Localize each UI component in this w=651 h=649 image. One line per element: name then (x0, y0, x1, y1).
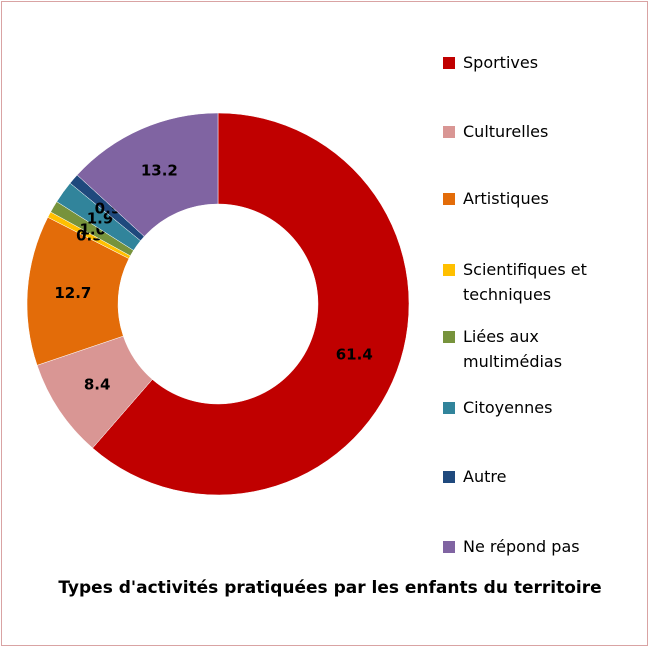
legend-item: Liées aux multimédias (443, 324, 643, 374)
legend-item: Culturelles (443, 119, 643, 144)
data-label: 1.9 (87, 209, 114, 227)
legend-item: Ne répond pas (443, 534, 643, 559)
legend-label: Sportives (463, 53, 539, 72)
legend-label: Citoyennes (463, 398, 553, 417)
legend-swatch (443, 57, 455, 69)
slice (92, 112, 410, 496)
legend-swatch (443, 331, 455, 343)
legend-swatch (443, 126, 455, 138)
legend-swatch (443, 471, 455, 483)
legend-label: Liées aux multimédias (463, 327, 563, 371)
legend-swatch (443, 541, 455, 553)
legend-label: Culturelles (463, 122, 549, 141)
chart-title: Types d'activités pratiquées par les enf… (58, 578, 602, 598)
legend-item: Sportives (443, 50, 643, 75)
legend-swatch (443, 264, 455, 276)
legend-item: Autre (443, 464, 643, 489)
legend-item: Artistiques (443, 186, 643, 211)
data-label: 13.2 (141, 161, 178, 179)
data-label: 61.4 (336, 346, 373, 364)
slice (76, 112, 219, 237)
legend-item: Scientifiques et techniques (443, 257, 643, 307)
legend-label: Ne répond pas (463, 537, 580, 556)
data-label: 12.7 (54, 284, 91, 302)
data-label: 8.4 (84, 376, 111, 394)
legend-label: Scientifiques et techniques (463, 260, 587, 304)
legend-label: Autre (463, 467, 507, 486)
legend-label: Artistiques (463, 189, 549, 208)
legend-item: Citoyennes (443, 395, 643, 420)
legend-swatch (443, 402, 455, 414)
legend-swatch (443, 193, 455, 205)
